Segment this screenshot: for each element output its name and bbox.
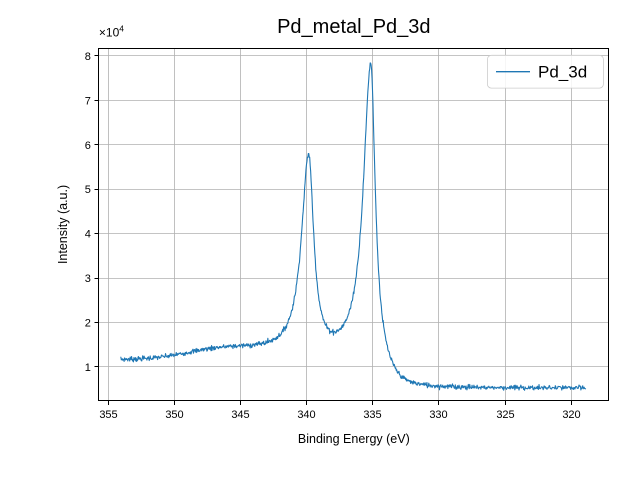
svg-text:3: 3 (85, 273, 91, 285)
svg-text:4: 4 (85, 229, 91, 241)
svg-text:Intensity (a.u.): Intensity (a.u.) (56, 185, 70, 264)
svg-text:6: 6 (85, 140, 91, 152)
svg-text:7: 7 (85, 95, 91, 107)
svg-text:330: 330 (429, 409, 447, 421)
svg-text:355: 355 (99, 409, 117, 421)
svg-text:Pd_metal_Pd_3d: Pd_metal_Pd_3d (277, 16, 430, 38)
svg-text:Binding Energy (eV): Binding Energy (eV) (298, 432, 410, 446)
svg-text:1: 1 (85, 362, 91, 374)
svg-text:345: 345 (231, 409, 249, 421)
svg-text:Pd_3d: Pd_3d (538, 63, 587, 82)
svg-text:350: 350 (165, 409, 183, 421)
svg-text:335: 335 (363, 409, 381, 421)
svg-text:2: 2 (85, 317, 91, 329)
svg-text:340: 340 (297, 409, 315, 421)
svg-text:320: 320 (562, 409, 580, 421)
svg-text:5: 5 (85, 184, 91, 196)
svg-text:325: 325 (496, 409, 514, 421)
svg-text:8: 8 (85, 51, 91, 63)
